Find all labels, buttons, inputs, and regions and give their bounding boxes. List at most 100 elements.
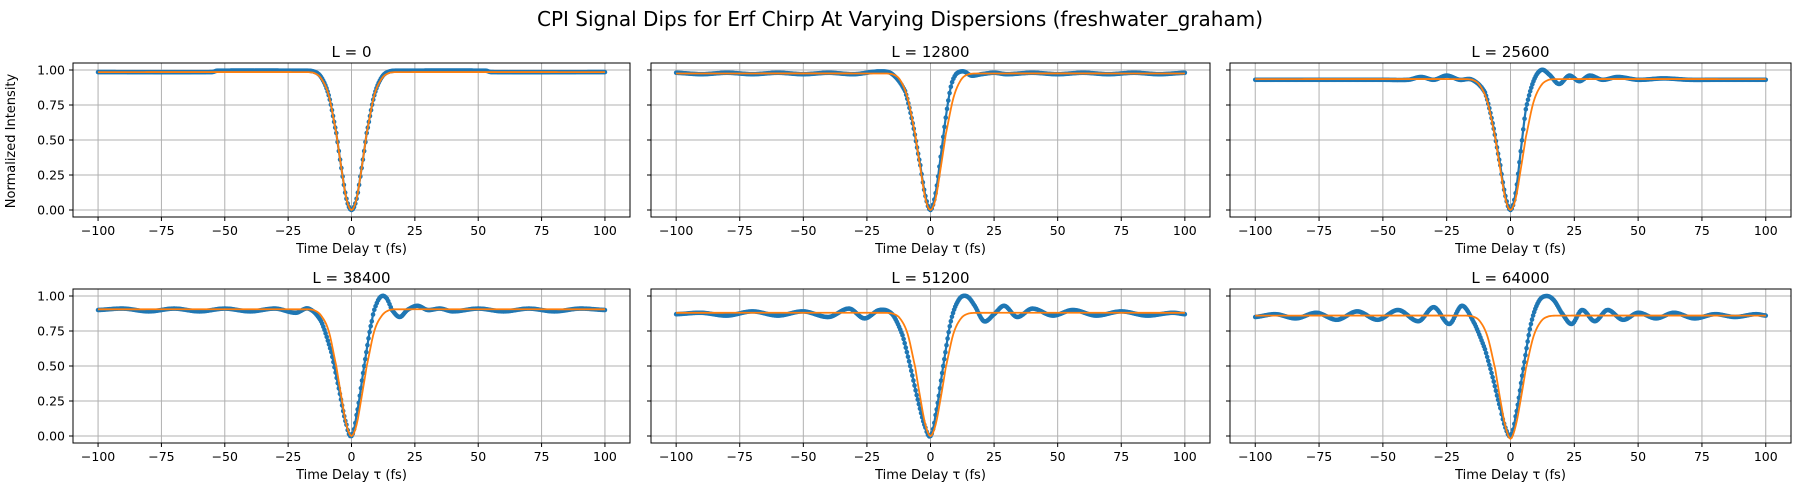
data-point [1519,373,1525,379]
data-point [1525,339,1530,344]
data-point [946,329,951,335]
x-tick-label: −50 [1370,223,1396,238]
y-tick-label: 1.00 [37,63,65,78]
data-point [1520,366,1526,372]
x-tick-label: −100 [659,223,693,238]
x-tick-label: 75 [1113,449,1129,464]
x-tick-label: 100 [1754,223,1778,238]
data-point [912,383,917,388]
x-tick-label: 50 [1050,449,1066,464]
x-tick-label: −25 [275,223,301,238]
data-point [943,115,949,120]
subplot-title: L = 25600 [1471,43,1549,61]
x-tick-label: 100 [1173,223,1197,238]
axes-frame [1229,62,1792,218]
x-tick-label: 25 [1566,449,1582,464]
subplot-6: −100 −75 −50 −25 0 25 50 75 100 L = 64000 Time Del… [1226,269,1792,483]
subplot-2: −100 −75 −50 −25 0 25 50 75 100 L = 12800 Time Del… [647,43,1211,257]
x-tick-label: −75 [148,449,174,464]
x-tick-label: −50 [212,223,238,238]
x-tick-label: 100 [1754,449,1778,464]
data-point [910,373,915,378]
x-tick-label: 0 [1507,223,1515,238]
x-axis-label: Time Delay τ (fs) [1454,468,1566,483]
data-point [1492,383,1498,389]
data-series-markers [95,68,608,213]
x-tick-label: 0 [348,223,356,238]
data-point [1530,313,1536,318]
data-point [1526,332,1532,338]
data-point [367,329,372,335]
data-point [947,324,953,329]
data-point [1483,350,1489,356]
x-tick-label: −75 [727,223,753,238]
data-point [1491,379,1497,384]
data-point [948,318,954,324]
fit-series-line [676,311,1185,438]
y-tick-label: 0.00 [37,203,65,218]
data-point [366,336,371,341]
data-point [359,378,365,383]
x-tick-label: 75 [534,449,550,464]
subplot-title: L = 64000 [1471,269,1549,287]
x-tick-label: 50 [1630,449,1646,464]
x-tick-label: −100 [1238,223,1272,238]
x-tick-label: −75 [727,449,753,464]
data-point [368,323,373,329]
y-tick-label: 0.75 [37,98,65,113]
data-point [904,349,910,355]
x-tick-label: 0 [1507,449,1515,464]
axes-frame [72,288,631,444]
data-point [944,106,950,112]
data-point [365,342,370,348]
plot-area [673,69,1188,213]
plot-area [1252,67,1769,213]
data-point [327,345,333,351]
x-tick-label: 50 [1630,223,1646,238]
data-point [364,349,369,355]
data-point [1526,93,1532,98]
data-point [1528,321,1534,327]
data-point [1482,346,1488,352]
fit-series-line [98,308,605,438]
x-axis-label: Time Delay τ (fs) [874,468,986,483]
x-tick-label: −75 [148,223,174,238]
x-tick-label: 100 [1173,449,1197,464]
subplot-title: L = 38400 [312,269,390,287]
data-point [1529,317,1535,322]
data-point [325,338,331,343]
fit-series-line [1255,314,1766,440]
data-point [943,349,948,355]
data-point [1523,352,1528,358]
data-point [938,378,944,383]
data-point [1487,362,1492,368]
data-point [903,345,909,350]
data-point [911,378,916,383]
x-axis-label: Time Delay τ (fs) [295,468,407,483]
plot-area [1252,293,1769,440]
data-point [323,331,328,336]
data-point [1485,358,1491,364]
y-tick-label: 0.25 [37,168,65,183]
data-point [945,336,950,341]
axes-frame [650,288,1211,444]
data-point [907,363,913,369]
data-point [913,388,918,393]
plot-area [95,293,608,439]
x-axis-label: Time Delay τ (fs) [295,242,407,257]
data-point [1518,148,1524,154]
data-point [942,124,947,130]
x-tick-label: −50 [790,223,816,238]
y-tick-label: 1.00 [37,289,65,304]
data-point [1494,393,1500,398]
x-tick-label: 0 [348,449,356,464]
x-tick-label: −25 [854,223,880,238]
subplot-title: L = 51200 [891,269,969,287]
x-tick-label: 25 [1566,223,1582,238]
data-point [1519,138,1525,143]
x-tick-label: −25 [1433,449,1459,464]
x-tick-label: 50 [470,449,486,464]
x-tick-label: −50 [212,449,238,464]
data-point [948,84,954,90]
x-tick-label: 25 [407,449,423,464]
